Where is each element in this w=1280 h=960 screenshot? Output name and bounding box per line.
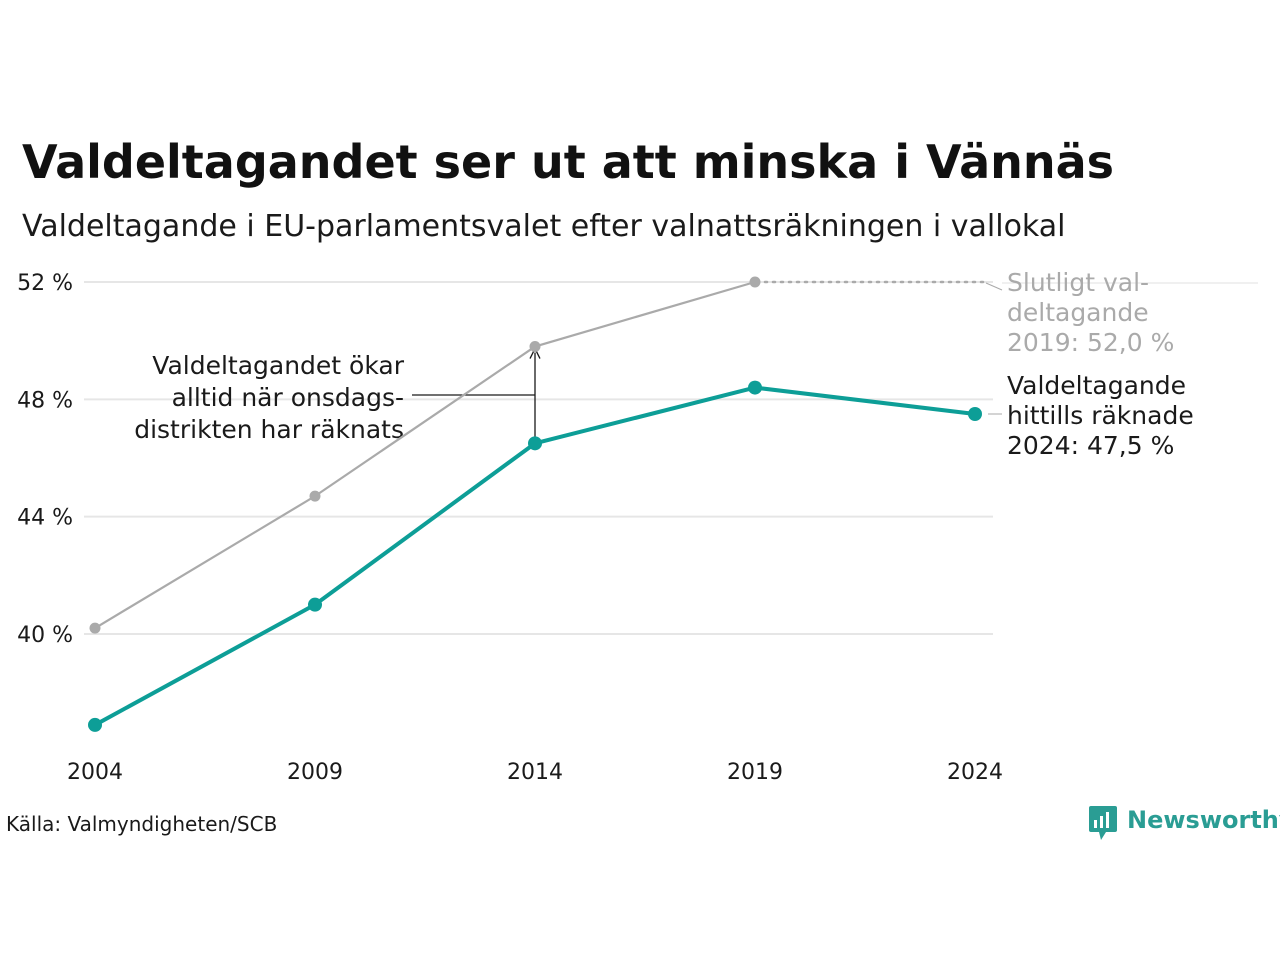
chart-subtitle: Valdeltagande i EU-parlamentsvalet efter… — [22, 209, 1065, 244]
y-tick-label: 44 % — [17, 506, 73, 531]
y-tick-label: 48 % — [17, 388, 73, 413]
logo-wordmark: Newsworthy — [1127, 806, 1280, 834]
counted-point — [528, 436, 542, 451]
y-axis: 40 % 44 % 48 % 52 % — [17, 271, 73, 648]
final-label-line-1: Slutligt val- — [1007, 268, 1149, 297]
logo-icon — [1089, 806, 1117, 840]
newsworthy-logo: Newsworthy — [1089, 806, 1280, 840]
counted-point — [748, 380, 762, 395]
final-point — [309, 490, 321, 502]
final-label-line-2: deltagande — [1007, 298, 1149, 327]
annotation-line-3: distrikten har räknats — [134, 415, 404, 444]
final-label-leader — [985, 282, 1003, 291]
annotation-line-2: alltid när onsdags- — [172, 383, 404, 412]
counted-label-line-1: Valdeltagande — [1007, 371, 1186, 400]
x-tick-label: 2019 — [727, 760, 783, 785]
counted-turnout-label: Valdeltagande hittills räknade 2024: 47,… — [988, 371, 1194, 460]
final-point — [529, 341, 541, 353]
y-tick-label: 40 % — [17, 623, 73, 648]
x-tick-label: 2014 — [507, 760, 563, 785]
x-tick-label: 2009 — [287, 760, 343, 785]
x-tick-label: 2024 — [947, 760, 1003, 785]
annotation: Valdeltagandet ökar alltid när onsdags- … — [134, 347, 541, 444]
gridlines — [84, 281, 993, 635]
final-point — [749, 276, 761, 288]
y-tick-label: 52 % — [17, 271, 73, 296]
chart-title: Valdeltagandet ser ut att minska i Vännä… — [22, 135, 1114, 189]
series-group — [88, 276, 987, 732]
annotation-line-1: Valdeltagandet ökar — [152, 351, 404, 380]
series-line-final — [94, 280, 756, 630]
counted-point — [88, 717, 102, 732]
counted-label-line-3: 2024: 47,5 % — [1007, 431, 1174, 460]
final-label-line-3: 2019: 52,0 % — [1007, 328, 1174, 357]
x-tick-label: 2004 — [67, 760, 123, 785]
final-turnout-label: Slutligt val- deltagande 2019: 52,0 % — [985, 268, 1258, 357]
counted-label-line-2: hittills räknade — [1007, 401, 1194, 430]
final-point — [89, 622, 101, 634]
source-note: Källa: Valmyndigheten/SCB — [6, 812, 277, 836]
x-axis: 2004 2009 2014 2019 2024 — [67, 760, 1003, 785]
counted-point — [968, 407, 982, 421]
counted-point — [308, 597, 322, 612]
